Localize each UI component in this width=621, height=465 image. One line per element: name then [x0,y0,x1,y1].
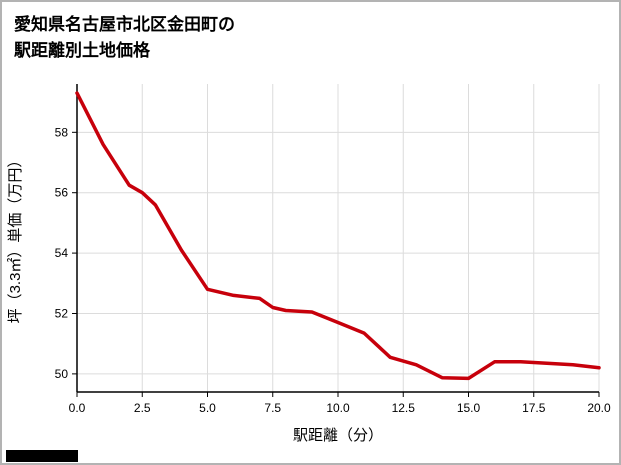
x-tick-label: 20.0 [587,401,611,415]
chart-title-line2: 駅距離別土地価格 [14,40,150,60]
x-tick-label: 12.5 [392,401,416,415]
x-tick-label: 2.5 [134,401,151,415]
chart-title-line1: 愛知県名古屋市北区金田町の [14,15,235,34]
x-tick-label: 15.0 [457,401,481,415]
y-tick-label: 50 [55,367,69,381]
chart-area: 0.0 2.5 5.0 7.5 10.0 12.5 15.0 17.5 20.0 50 52 54 56… [2,76,619,461]
y-tick-label: 58 [55,125,69,139]
bottom-left-bar [6,450,78,462]
x-axis-title: 駅距離（分） [293,426,383,444]
y-tick-label: 52 [55,306,69,320]
y-axis-title: 坪（3.3㎡）単価（万円） [7,153,24,324]
land-price-line-chart: 0.0 2.5 5.0 7.5 10.0 12.5 15.0 17.5 20.0 50 52 54 56… [7,84,611,444]
y-tick-label: 54 [55,246,69,260]
chart-title: 愛知県名古屋市北区金田町の 駅距離別土地価格 [14,12,619,63]
x-tick-label: 7.5 [264,401,281,415]
x-tick-label: 0.0 [69,401,86,415]
price-line-series [75,91,601,381]
x-tick-label: 17.5 [522,401,546,415]
x-tick-label: 5.0 [199,401,216,415]
y-tick-label: 56 [55,186,69,200]
x-tick-label: 10.0 [326,401,350,415]
